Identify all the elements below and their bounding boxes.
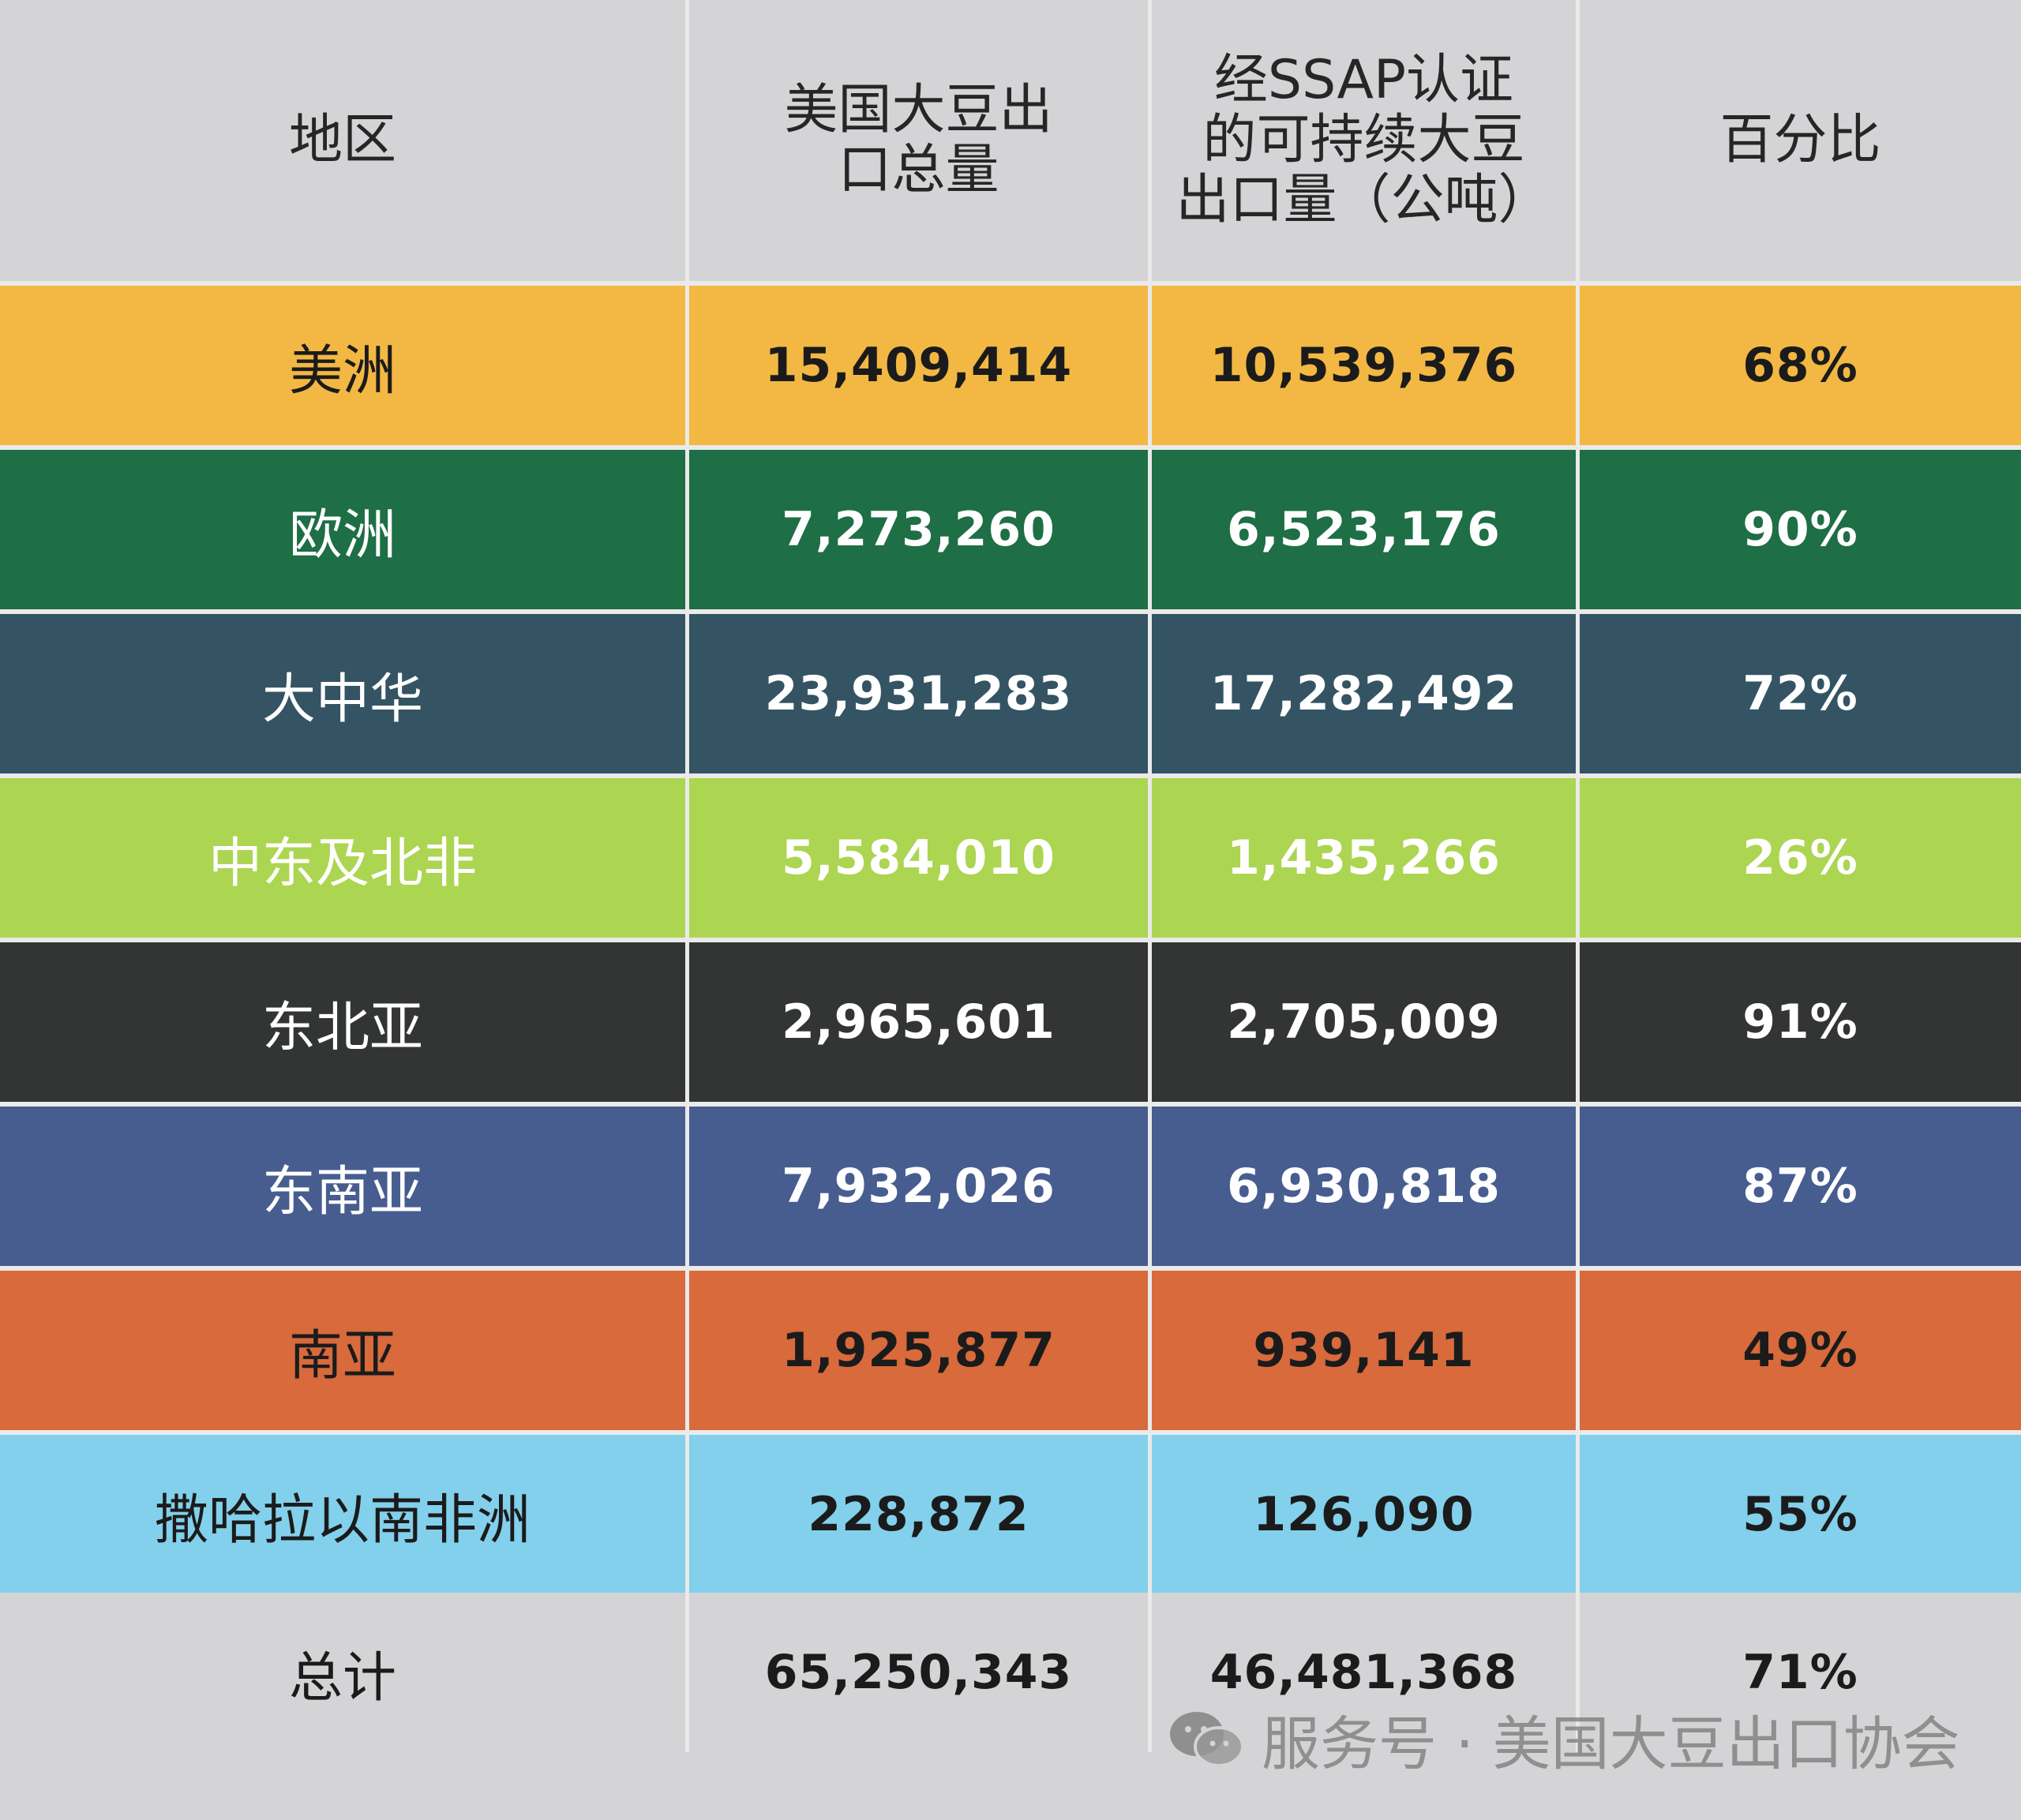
table-row: 撒哈拉以南非洲 228,872 126,090 55% <box>0 1435 2021 1594</box>
header-percent: 百分比 <box>1576 0 2021 281</box>
total-exports-cell: 7,932,026 <box>685 1107 1148 1266</box>
wechat-icon <box>1170 1712 1244 1767</box>
ssap-exports-cell: 939,141 <box>1148 1271 1576 1430</box>
total-exports-cell: 1,925,877 <box>685 1271 1148 1430</box>
row-separator <box>0 938 2021 942</box>
row-separator <box>0 1430 2021 1435</box>
total-exports-cell: 228,872 <box>685 1435 1148 1594</box>
header-ssap-line3: 出口量（公吨） <box>1175 169 1552 232</box>
ssap-exports-cell: 1,435,266 <box>1148 778 1576 938</box>
region-cell: 东南亚 <box>261 1160 423 1223</box>
table-row: 东北亚 2,965,601 2,705,009 91% <box>0 942 2021 1102</box>
table-header: 地区 美国大豆出 口总量 经SSAP认证 的可持续大豆 出口量（公吨） 百分比 <box>0 0 2021 281</box>
table-row: 大中华 23,931,283 17,282,492 72% <box>0 614 2021 773</box>
header-percent-label: 百分比 <box>1719 108 1881 171</box>
row-separator <box>0 1266 2021 1271</box>
percent-cell: 72% <box>1576 614 2021 773</box>
total-region-cell: 总计 <box>288 1646 396 1710</box>
ssap-exports-cell: 6,523,176 <box>1148 450 1576 609</box>
ssap-exports-cell: 2,705,009 <box>1148 942 1576 1102</box>
percent-cell: 26% <box>1576 778 2021 938</box>
row-separator <box>0 773 2021 778</box>
region-cell: 欧洲 <box>288 504 396 567</box>
total-exports-cell: 15,409,414 <box>685 286 1148 445</box>
header-ssap-line1: 经SSAP认证 <box>1213 48 1514 111</box>
percent-cell: 87% <box>1576 1107 2021 1266</box>
total-exports-cell: 2,965,601 <box>685 942 1148 1102</box>
header-region: 地区 <box>0 0 685 281</box>
total-exports-cell: 23,931,283 <box>685 614 1148 773</box>
row-separator <box>0 281 2021 286</box>
percent-cell: 68% <box>1576 286 2021 445</box>
ssap-exports-cell: 126,090 <box>1148 1435 1576 1594</box>
region-cell: 美洲 <box>288 339 396 403</box>
region-cell: 南亚 <box>288 1324 396 1387</box>
header-total-exports: 美国大豆出 口总量 <box>685 0 1148 281</box>
table-row: 美洲 15,409,414 10,539,376 68% <box>0 286 2021 445</box>
watermark: 服务号 · 美国大豆出口协会 <box>1167 1703 1960 1778</box>
row-separator <box>0 609 2021 614</box>
region-cell: 中东及北非 <box>208 832 477 895</box>
table-row: 东南亚 7,932,026 6,930,818 87% <box>0 1107 2021 1266</box>
header-region-label: 地区 <box>288 108 396 171</box>
percent-cell: 49% <box>1576 1271 2021 1430</box>
watermark-text: 服务号 · 美国大豆出口协会 <box>1262 1710 1960 1778</box>
total-ssap-cell: 46,481,368 <box>1148 1593 1576 1752</box>
table-total-row: 总计 65,250,343 46,481,368 71% <box>0 1593 2021 1752</box>
region-cell: 撒哈拉以南非洲 <box>154 1489 531 1552</box>
header-total-exports-line2: 口总量 <box>838 139 999 201</box>
total-exports-cell: 7,273,260 <box>685 450 1148 609</box>
header-total-exports-line1: 美国大豆出 <box>784 78 1053 141</box>
table-row: 南亚 1,925,877 939,141 49% <box>0 1271 2021 1430</box>
percent-cell: 55% <box>1576 1435 2021 1594</box>
table-row: 中东及北非 5,584,010 1,435,266 26% <box>0 778 2021 938</box>
percent-cell: 90% <box>1576 450 2021 609</box>
total-exports-cell: 65,250,343 <box>685 1593 1148 1752</box>
row-separator <box>0 445 2021 450</box>
header-ssap-line2: 的可持续大豆 <box>1202 108 1525 171</box>
percent-cell: 91% <box>1576 942 2021 1102</box>
row-separator <box>0 1102 2021 1107</box>
ssap-exports-cell: 6,930,818 <box>1148 1107 1576 1266</box>
table-row: 欧洲 7,273,260 6,523,176 90% <box>0 450 2021 609</box>
ssap-exports-cell: 10,539,376 <box>1148 286 1576 445</box>
total-exports-cell: 5,584,010 <box>685 778 1148 938</box>
ssap-exports-cell: 17,282,492 <box>1148 614 1576 773</box>
total-percent-cell: 71% <box>1576 1593 2021 1752</box>
region-cell: 东北亚 <box>261 996 423 1059</box>
region-cell: 大中华 <box>261 668 423 731</box>
header-ssap-exports: 经SSAP认证 的可持续大豆 出口量（公吨） <box>1148 0 1576 281</box>
